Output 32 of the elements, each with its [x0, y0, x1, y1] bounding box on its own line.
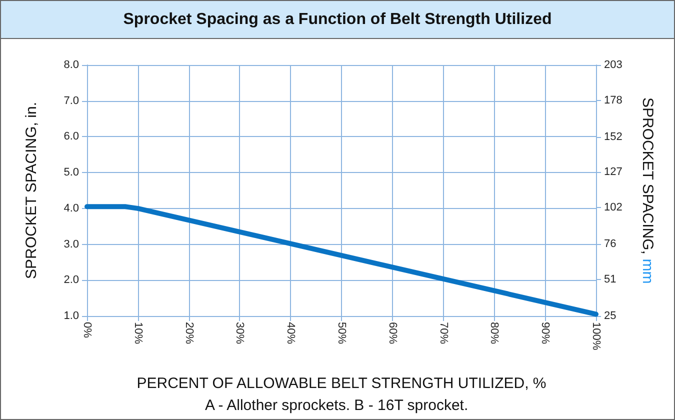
y-tick-label: 5.0	[64, 166, 79, 179]
y2-tick-label: 102	[604, 201, 622, 214]
chart-title: Sprocket Spacing as a Function of Belt Strength Utilized	[1, 1, 674, 39]
y-tick-label: 1.0	[64, 310, 79, 322]
x-tick-label: 90%	[539, 322, 552, 344]
y-tick-label: 2.0	[64, 274, 79, 286]
y-tick-label: 7.0	[64, 94, 79, 107]
x-tick-label: 40%	[284, 322, 297, 344]
x-tick-label: 60%	[386, 322, 398, 344]
x-tick-label: 20%	[182, 322, 195, 344]
y-tick-label: 8.0	[64, 59, 79, 71]
x-tick-label: 0%	[81, 322, 93, 338]
y2-tick-label: 203	[604, 59, 622, 71]
x-axis-title: PERCENT OF ALLOWABLE BELT STRENGTH UTILIZED, %	[136, 375, 546, 392]
y2-tick-label: 178	[604, 94, 622, 106]
y2-tick-label: 51	[604, 273, 616, 286]
y2-tick-label: 76	[604, 238, 616, 250]
y-axis-title: SPROCKET SPACING, in.	[23, 102, 40, 279]
y2-tick-label: 127	[604, 166, 622, 178]
y2-tick-label: 152	[604, 130, 622, 143]
x-tick-label: 30%	[234, 322, 246, 344]
y-tick-label: 3.0	[64, 238, 79, 250]
x-tick-label: 70%	[437, 322, 450, 344]
x-tick-label: 10%	[132, 322, 144, 344]
y2-tick-label: 25	[604, 310, 616, 322]
x-tick-label: 50%	[336, 322, 348, 344]
x-tick-label: 80%	[488, 322, 500, 344]
y2-axis-title: SPROCKET SPACING, mm	[639, 97, 656, 284]
text: A - Allother sprockets. B - 16T sprocket.	[204, 397, 468, 414]
y-tick-label: 6.0	[64, 130, 79, 143]
y-tick-label: 4.0	[64, 202, 79, 214]
x-tick-label: 100%	[590, 322, 602, 350]
